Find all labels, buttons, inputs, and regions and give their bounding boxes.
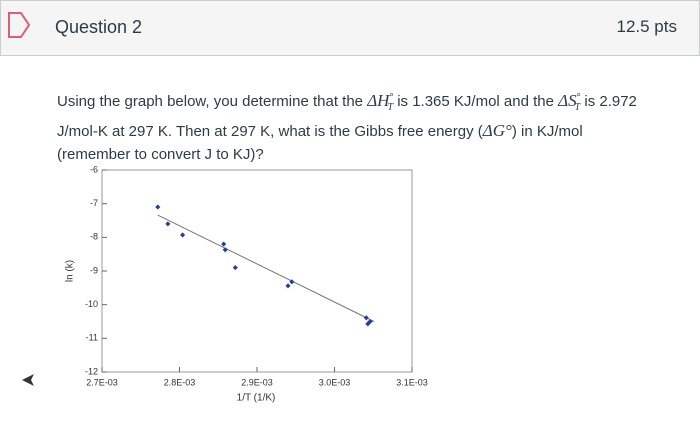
text: Using the graph below, you determine tha… (57, 93, 368, 110)
text: is 2.972 J/mol-K at 297 K. Then at 297 K… (57, 93, 637, 140)
math-sup: ° (389, 92, 394, 103)
math-sub: T (387, 102, 394, 113)
y-tick-label: -6 (90, 164, 98, 174)
math: ΔG° (482, 121, 512, 140)
text: is 1.365 KJ/mol and the (393, 93, 559, 110)
data-point (222, 247, 228, 253)
chart: 1/T (1/K) ln (k) -6 -7 -8 -9 -10 -11 -122.7E-0… (65, 164, 428, 404)
math: ΔS (558, 91, 577, 110)
data-point (363, 315, 369, 321)
bookmark-icon[interactable] (3, 9, 33, 49)
data-point (285, 283, 291, 289)
cursor (22, 374, 34, 386)
x-tick-label: 2.8E-03 (164, 377, 196, 387)
trendline (157, 214, 375, 322)
question-text: Using the graph below, you determine tha… (57, 86, 657, 166)
x-axis-label: 1/T (1/K) (237, 393, 276, 404)
question-points: 12.5 pts (616, 17, 678, 36)
y-tick-label: -7 (90, 198, 98, 208)
data-point (180, 232, 186, 238)
question-title: Question 2 (55, 17, 143, 37)
math-sub: T (574, 102, 581, 113)
math-sup: ° (576, 92, 581, 103)
x-tick-label: 3.0E-03 (319, 377, 351, 387)
data-point (232, 265, 238, 271)
y-tick-label: -10 (85, 299, 98, 309)
data-point (155, 204, 161, 210)
x-tick-label: 2.9E-03 (241, 377, 273, 387)
x-tick-label: 2.7E-03 (86, 377, 118, 387)
question-header: Question 2 12.5 pts (0, 0, 700, 56)
x-tick-label: 3.1E-03 (396, 377, 428, 387)
data-point (221, 241, 227, 247)
data-point (165, 221, 171, 227)
y-tick-label: -9 (90, 265, 98, 275)
y-tick-label: -11 (86, 333, 98, 343)
text: ) in KJ/mol (remember to convert J to KJ… (57, 123, 583, 163)
y-axis-label: ln (k) (65, 260, 76, 282)
y-tick-label: -8 (90, 232, 98, 242)
plot-frame (101, 169, 413, 373)
y-tick-label: -12 (85, 366, 98, 376)
math: ΔH (367, 91, 390, 110)
data-point (289, 279, 295, 285)
